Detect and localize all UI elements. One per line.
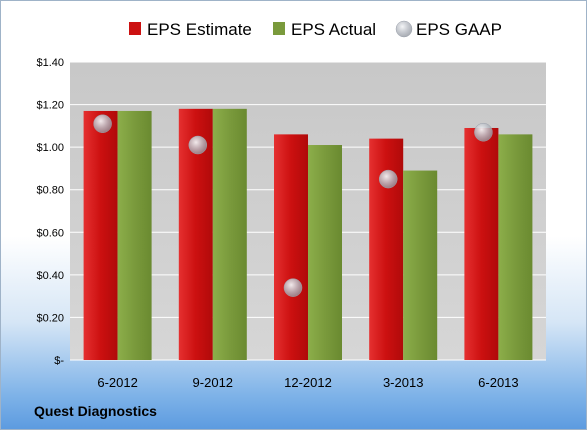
y-tick-label: $0.60 — [36, 227, 64, 239]
eps-gaap-marker — [188, 135, 208, 155]
eps-estimate-bar — [464, 127, 499, 360]
eps-estimate-bar — [274, 134, 308, 360]
x-category-label: 9-2012 — [193, 375, 233, 390]
x-category-label: 3-2013 — [383, 375, 423, 390]
y-axis-tick-labels: $1.40 $1.20 $1.00 $0.80 $0.60 $0.40 $0.20 $- — [36, 57, 64, 367]
eps-estimate-bar — [83, 110, 118, 360]
eps-actual-bar — [498, 134, 533, 360]
eps-actual-bar — [308, 145, 342, 360]
gaap-markers — [93, 114, 493, 297]
bars — [83, 108, 533, 360]
y-tick-label: $0.40 — [36, 270, 64, 282]
y-tick-label: $1.40 — [36, 57, 64, 69]
x-axis-category-labels: 6-2012 9-2012 12-2012 3-2013 6-2013 — [97, 375, 518, 390]
x-category-label: 6-2013 — [478, 375, 518, 390]
y-tick-label: $1.20 — [36, 100, 64, 112]
y-tick-label: $1.00 — [36, 142, 64, 154]
legend-swatch-estimate — [129, 22, 141, 35]
y-tick-label: $0.20 — [36, 312, 64, 324]
eps-actual-bar — [117, 110, 152, 360]
y-tick-label: $0.80 — [36, 185, 64, 197]
eps-gaap-marker — [283, 278, 303, 297]
eps-actual-bar — [403, 170, 438, 360]
eps-gaap-marker — [93, 114, 112, 133]
legend-label-estimate: EPS Estimate — [147, 20, 252, 39]
x-category-label: 12-2012 — [284, 375, 332, 390]
legend-label-gaap: EPS GAAP — [416, 20, 502, 39]
company-name: Quest Diagnostics — [34, 403, 157, 419]
eps-gaap-marker — [474, 122, 493, 142]
x-category-label: 6-2012 — [97, 375, 137, 390]
legend-label-actual: EPS Actual — [291, 20, 376, 39]
legend-swatch-actual — [273, 22, 285, 35]
eps-actual-bar — [212, 108, 247, 360]
legend-marker-gaap — [395, 20, 413, 38]
legend: EPS Estimate EPS Actual EPS GAAP — [129, 20, 502, 39]
eps-gaap-marker — [378, 169, 398, 189]
y-tick-label: $- — [54, 355, 64, 367]
